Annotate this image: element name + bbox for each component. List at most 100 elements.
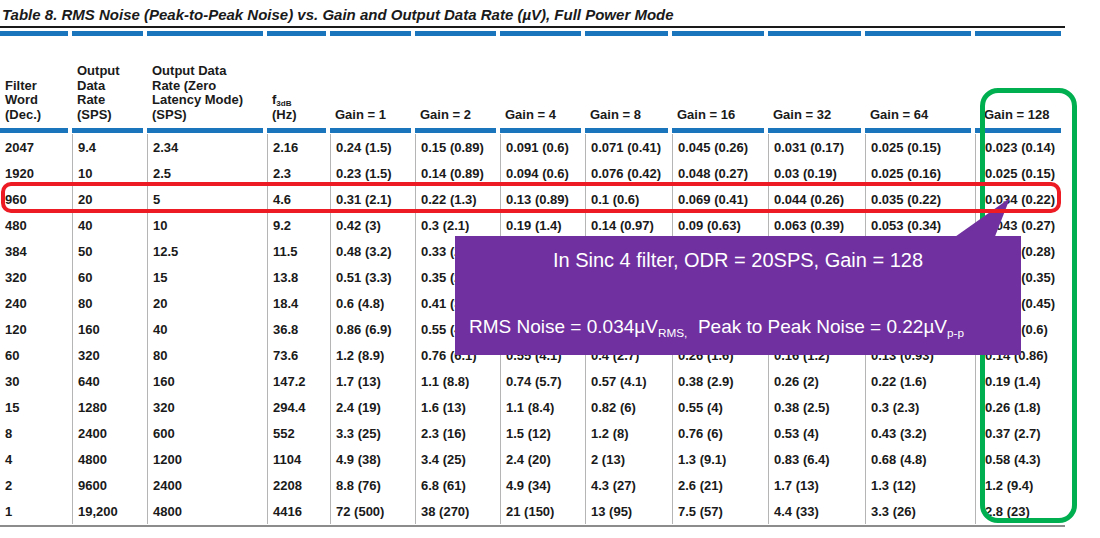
table-cell: 1.7 (13) (330, 368, 415, 394)
table-cell: 3.4 (25) (415, 446, 500, 472)
table-cell: 1.1 (8.8) (415, 368, 500, 394)
table-cell: 3.3 (26) (865, 498, 975, 524)
table-cell: 11.5 (267, 238, 330, 264)
table-cell: 8.8 (76) (330, 472, 415, 498)
table-cell: 0.42 (3) (330, 212, 415, 238)
table-cell: 13 (95) (585, 498, 672, 524)
table-cell: 1104 (267, 446, 330, 472)
column-header: f3dB(Hz) (267, 93, 330, 128)
callout-line2: RMS Noise = 0.034µVRMS, Peak to Peak Noi… (469, 316, 1007, 338)
table-cell: 0.031 (0.17) (768, 134, 865, 160)
table-cell: 160 (72, 316, 147, 342)
table-header-row: FilterWord(Dec.)OutputDataRate(SPS)Outpu… (0, 40, 1065, 128)
selected-row-highlight-box (1, 182, 1061, 213)
table-cell: 2208 (267, 472, 330, 498)
blue-rule-segment (865, 128, 971, 133)
table-cell: 0.82 (6) (585, 394, 672, 420)
table-cell: 384 (0, 238, 72, 264)
table-cell: 0.43 (3.2) (865, 420, 975, 446)
blue-rule-segment (147, 128, 263, 133)
table-cell: 0.025 (0.15) (865, 134, 975, 160)
table-cell: 2.6 (21) (672, 472, 768, 498)
table-cell: 0.51 (3.3) (330, 264, 415, 290)
table-cell: 1280 (72, 394, 147, 420)
header-blue-rule (0, 128, 1065, 133)
table-cell: 30 (0, 368, 72, 394)
table-cell: 38 (270) (415, 498, 500, 524)
table-cell: 6.8 (61) (415, 472, 500, 498)
blue-rule-segment (415, 31, 496, 36)
table-cell: 294.4 (267, 394, 330, 420)
column-header: Gain = 16 (672, 108, 768, 129)
table-cell: 640 (72, 368, 147, 394)
table-cell: 2 (0, 472, 72, 498)
blue-rule-segment (267, 128, 326, 133)
table-cell: 80 (72, 290, 147, 316)
table-cell: 1.1 (8.4) (500, 394, 585, 420)
blue-rule-segment (72, 31, 143, 36)
table-cell: 480 (0, 212, 72, 238)
table-cell: 60 (0, 342, 72, 368)
blue-rule-segment (500, 31, 581, 36)
blue-rule-segment (672, 128, 764, 133)
table-cell: 147.2 (267, 368, 330, 394)
blue-rule-segment (585, 128, 668, 133)
column-header: OutputDataRate(SPS) (72, 64, 147, 128)
table-cell: 2.4 (20) (500, 446, 585, 472)
table-cell: 0.74 (5.7) (500, 368, 585, 394)
blue-rule-segment (330, 128, 411, 133)
blue-rule-segment (415, 128, 496, 133)
table-cell: 50 (72, 238, 147, 264)
table-cell: 320 (72, 342, 147, 368)
table-cell: 1.3 (9.1) (672, 446, 768, 472)
blue-rule-segment (865, 31, 971, 36)
table-cell: 19,200 (72, 498, 147, 524)
column-header: Gain = 4 (500, 108, 585, 129)
blue-rule-segment (0, 31, 68, 36)
table-cell: 0.83 (6.4) (768, 446, 865, 472)
table-cell: 36.8 (267, 316, 330, 342)
table-cell: 0.3 (2.3) (865, 394, 975, 420)
table-cell: 1.2 (8.9) (330, 342, 415, 368)
table-cell: 10 (147, 212, 267, 238)
blue-rule-segment (500, 128, 581, 133)
table-cell: 1.7 (13) (768, 472, 865, 498)
table-cell: 0.22 (1.6) (865, 368, 975, 394)
table-cell: 0.86 (6.9) (330, 316, 415, 342)
table-cell: 4800 (147, 498, 267, 524)
table-cell: 1 (0, 498, 72, 524)
table-cell: 9600 (72, 472, 147, 498)
table-bottom-rule (0, 525, 1065, 527)
table-cell: 13.8 (267, 264, 330, 290)
table-cell: 2 (13) (585, 446, 672, 472)
table-cell: 4.9 (38) (330, 446, 415, 472)
table-cell: 1.5 (12) (500, 420, 585, 446)
column-header: FilterWord(Dec.) (0, 79, 72, 129)
blue-rule-segment (975, 31, 1061, 36)
table-cell: 4.4 (33) (768, 498, 865, 524)
table-cell: 0.14 (0.97) (585, 212, 672, 238)
table-cell: 0.68 (4.8) (865, 446, 975, 472)
table-cell: 73.6 (267, 342, 330, 368)
table-cell: 0.6 (4.8) (330, 290, 415, 316)
table-cell: 4.9 (34) (500, 472, 585, 498)
table-cell: 0.3 (2.1) (415, 212, 500, 238)
blue-rule-segment (768, 31, 861, 36)
blue-rule-segment (0, 128, 68, 133)
table-cell: 552 (267, 420, 330, 446)
column-header: Gain = 2 (415, 108, 500, 129)
table-cell: 0.38 (2.9) (672, 368, 768, 394)
table-cell: 0.09 (0.63) (672, 212, 768, 238)
blue-rule-segment (768, 128, 861, 133)
table-cell: 9.4 (72, 134, 147, 160)
table-cell: 21 (150) (500, 498, 585, 524)
column-header: Gain = 1 (330, 108, 415, 129)
table-cell: 0.15 (0.89) (415, 134, 500, 160)
table-cell: 2.3 (16) (415, 420, 500, 446)
table-cell: 0.071 (0.41) (585, 134, 672, 160)
table-cell: 120 (0, 316, 72, 342)
table-cell: 15 (0, 394, 72, 420)
table-cell: 2400 (72, 420, 147, 446)
table-cell: 7.5 (57) (672, 498, 768, 524)
table-cell: 320 (0, 264, 72, 290)
